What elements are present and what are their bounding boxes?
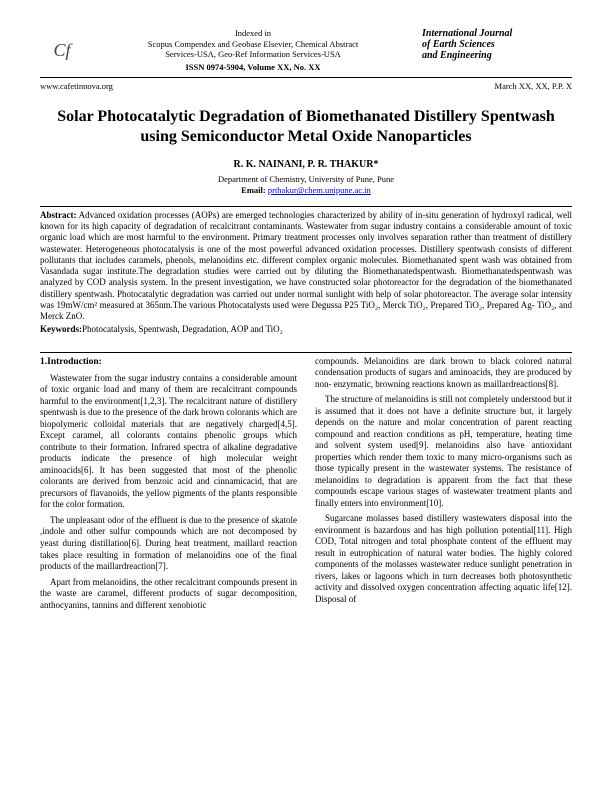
right-para-2: The structure of melanoidins is still no… — [315, 394, 572, 509]
email-label: Email: — [241, 185, 266, 195]
right-para-1: compounds. Melanoidins are dark brown to… — [315, 356, 572, 391]
left-para-3: Apart from melanoidins, the other recalc… — [40, 577, 297, 612]
email-address[interactable]: prthakur@chem.unipune.ac.in — [268, 185, 371, 195]
body-columns: 1.Introduction: Wastewater from the suga… — [40, 356, 572, 615]
left-column: 1.Introduction: Wastewater from the suga… — [40, 356, 297, 615]
journal-title-line1: International Journal — [422, 28, 572, 39]
keywords-text: Photocatalysis, Spentwash, Degradation, … — [82, 324, 283, 334]
authors: R. K. NAINANI, P. R. THAKUR* — [40, 159, 572, 172]
abstract-divider — [40, 352, 572, 353]
affiliation: Department of Chemistry, University of P… — [40, 174, 572, 185]
keywords-block: Keywords:Photocatalysis, Spentwash, Degr… — [40, 324, 572, 335]
issue-date: March XX, XX, P.P. X — [495, 81, 572, 92]
index-line-1: Scopus Compendex and Geobase Elsevier, C… — [90, 39, 416, 50]
header-row: Cf Indexed in Scopus Compendex and Geoba… — [40, 28, 572, 73]
journal-title-block: International Journal of Earth Sciences … — [422, 28, 572, 61]
right-para-3: Sugarcane molasses based distillery wast… — [315, 513, 572, 605]
abstract-text: Advanced oxidation processes (AOPs) are … — [40, 210, 572, 321]
keywords-label: Keywords: — [40, 324, 82, 334]
journal-title-line3: and Engineering — [422, 50, 572, 61]
journal-logo: Cf — [40, 28, 84, 72]
title-divider — [40, 206, 572, 207]
paper-title: Solar Photocatalytic Degradation of Biom… — [40, 107, 572, 147]
abstract-label: Abstract: — [40, 210, 77, 220]
email-line: Email: prthakur@chem.unipune.ac.in — [40, 185, 572, 196]
header-divider — [40, 77, 572, 78]
indexed-in-label: Indexed in — [90, 28, 416, 39]
abstract-block: Abstract: Advanced oxidation processes (… — [40, 210, 572, 323]
section-heading-intro: 1.Introduction: — [40, 356, 297, 368]
left-para-1: Wastewater from the sugar industry conta… — [40, 373, 297, 511]
left-para-2: The unpleasant odor of the effluent is d… — [40, 515, 297, 573]
website-url: www.cafetinnova.org — [40, 81, 113, 92]
journal-title-line2: of Earth Sciences — [422, 39, 572, 50]
subheader-row: www.cafetinnova.org March XX, XX, P.P. X — [40, 81, 572, 92]
right-column: compounds. Melanoidins are dark brown to… — [315, 356, 572, 615]
index-line-2: Services-USA, Geo-Ref Information Servic… — [90, 49, 416, 60]
header-center: Indexed in Scopus Compendex and Geobase … — [84, 28, 422, 73]
issn-volume: ISSN 0974-5904, Volume XX, No. XX — [90, 62, 416, 73]
